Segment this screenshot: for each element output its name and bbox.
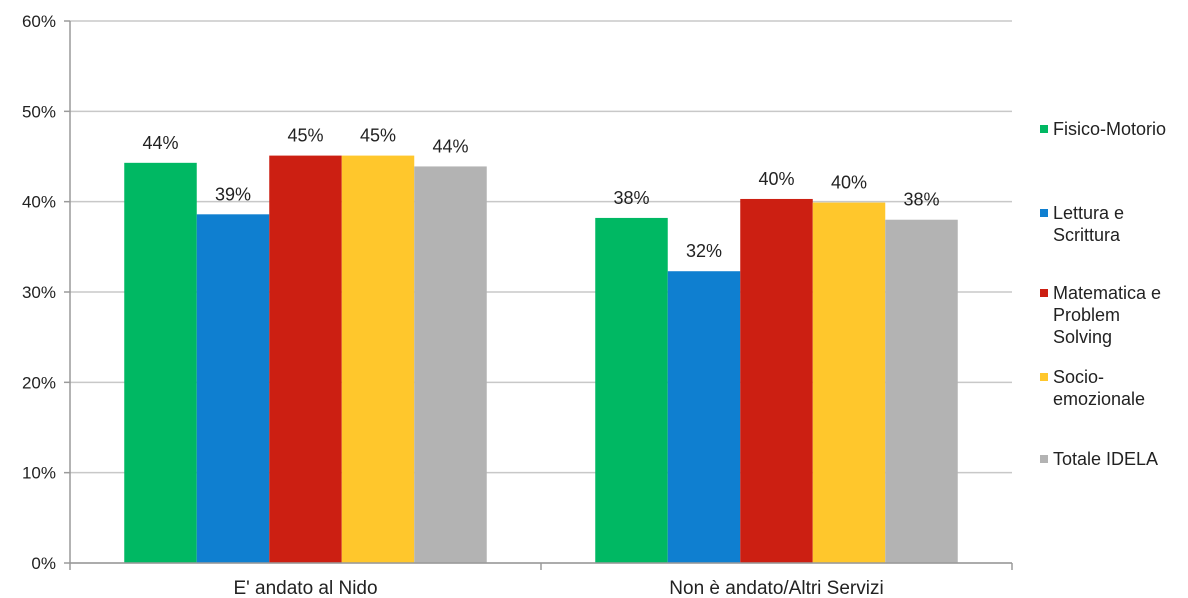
- x-tick-label: E' andato al Nido: [233, 578, 377, 598]
- bars: [124, 155, 958, 564]
- y-tick-label: 30%: [22, 283, 56, 302]
- bar: [740, 198, 813, 563]
- legend-item: Matematica e Problem Solving: [1040, 282, 1163, 348]
- data-labels: 44% 39% 45% 45% 44% 38% 32% 40% 40% 38%: [142, 126, 939, 262]
- data-label: 44%: [432, 136, 468, 156]
- legend-item: Fisico-Motorio: [1040, 118, 1166, 140]
- data-label: 38%: [903, 190, 939, 210]
- legend-label: Socio-emozionale: [1053, 367, 1146, 409]
- bar: [812, 202, 886, 563]
- y-tick-label: 40%: [22, 193, 56, 212]
- data-label: 40%: [758, 169, 794, 189]
- data-label: 40%: [831, 173, 867, 193]
- bar: [414, 166, 487, 564]
- bar: [667, 271, 741, 563]
- data-label: 39%: [215, 184, 251, 204]
- y-tick-label: 60%: [22, 12, 56, 31]
- legend-label: Fisico-Motorio: [1053, 119, 1167, 139]
- data-label: 44%: [142, 133, 178, 153]
- x-axis: E' andato al Nido Non è andato/Altri Serv…: [69, 21, 1013, 598]
- legend-swatch: [1040, 373, 1048, 381]
- bar: [341, 155, 415, 563]
- legend-label: Matematica e Problem Solving: [1053, 283, 1162, 347]
- data-label: 45%: [287, 126, 323, 146]
- legend-swatch: [1040, 289, 1048, 297]
- bar: [196, 214, 270, 563]
- bar: [885, 219, 958, 563]
- y-tick-label: 20%: [22, 373, 56, 392]
- y-axis-ticks: 0% 10% 20% 30% 40% 50% 60%: [22, 12, 70, 573]
- legend-label: Lettura e Scrittura: [1053, 203, 1125, 245]
- y-tick-label: 50%: [22, 102, 56, 121]
- legend-item: Totale IDELA: [1040, 448, 1158, 470]
- legend-swatch: [1040, 125, 1048, 133]
- y-tick-label: 0%: [31, 554, 56, 573]
- legend-item: Lettura e Scrittura: [1040, 202, 1153, 246]
- y-tick-label: 10%: [22, 464, 56, 483]
- bar: [595, 217, 668, 563]
- legend-swatch: [1040, 455, 1048, 463]
- legend-item: Socio-emozionale: [1040, 366, 1153, 410]
- data-label: 45%: [360, 126, 396, 146]
- data-label: 32%: [686, 241, 722, 261]
- legend-label: Totale IDELA: [1053, 449, 1159, 469]
- data-label: 38%: [613, 188, 649, 208]
- legend-swatch: [1040, 209, 1048, 217]
- bar: [269, 155, 342, 563]
- bar: [124, 162, 197, 563]
- x-tick-label: Non è andato/Altri Servizi: [669, 578, 883, 598]
